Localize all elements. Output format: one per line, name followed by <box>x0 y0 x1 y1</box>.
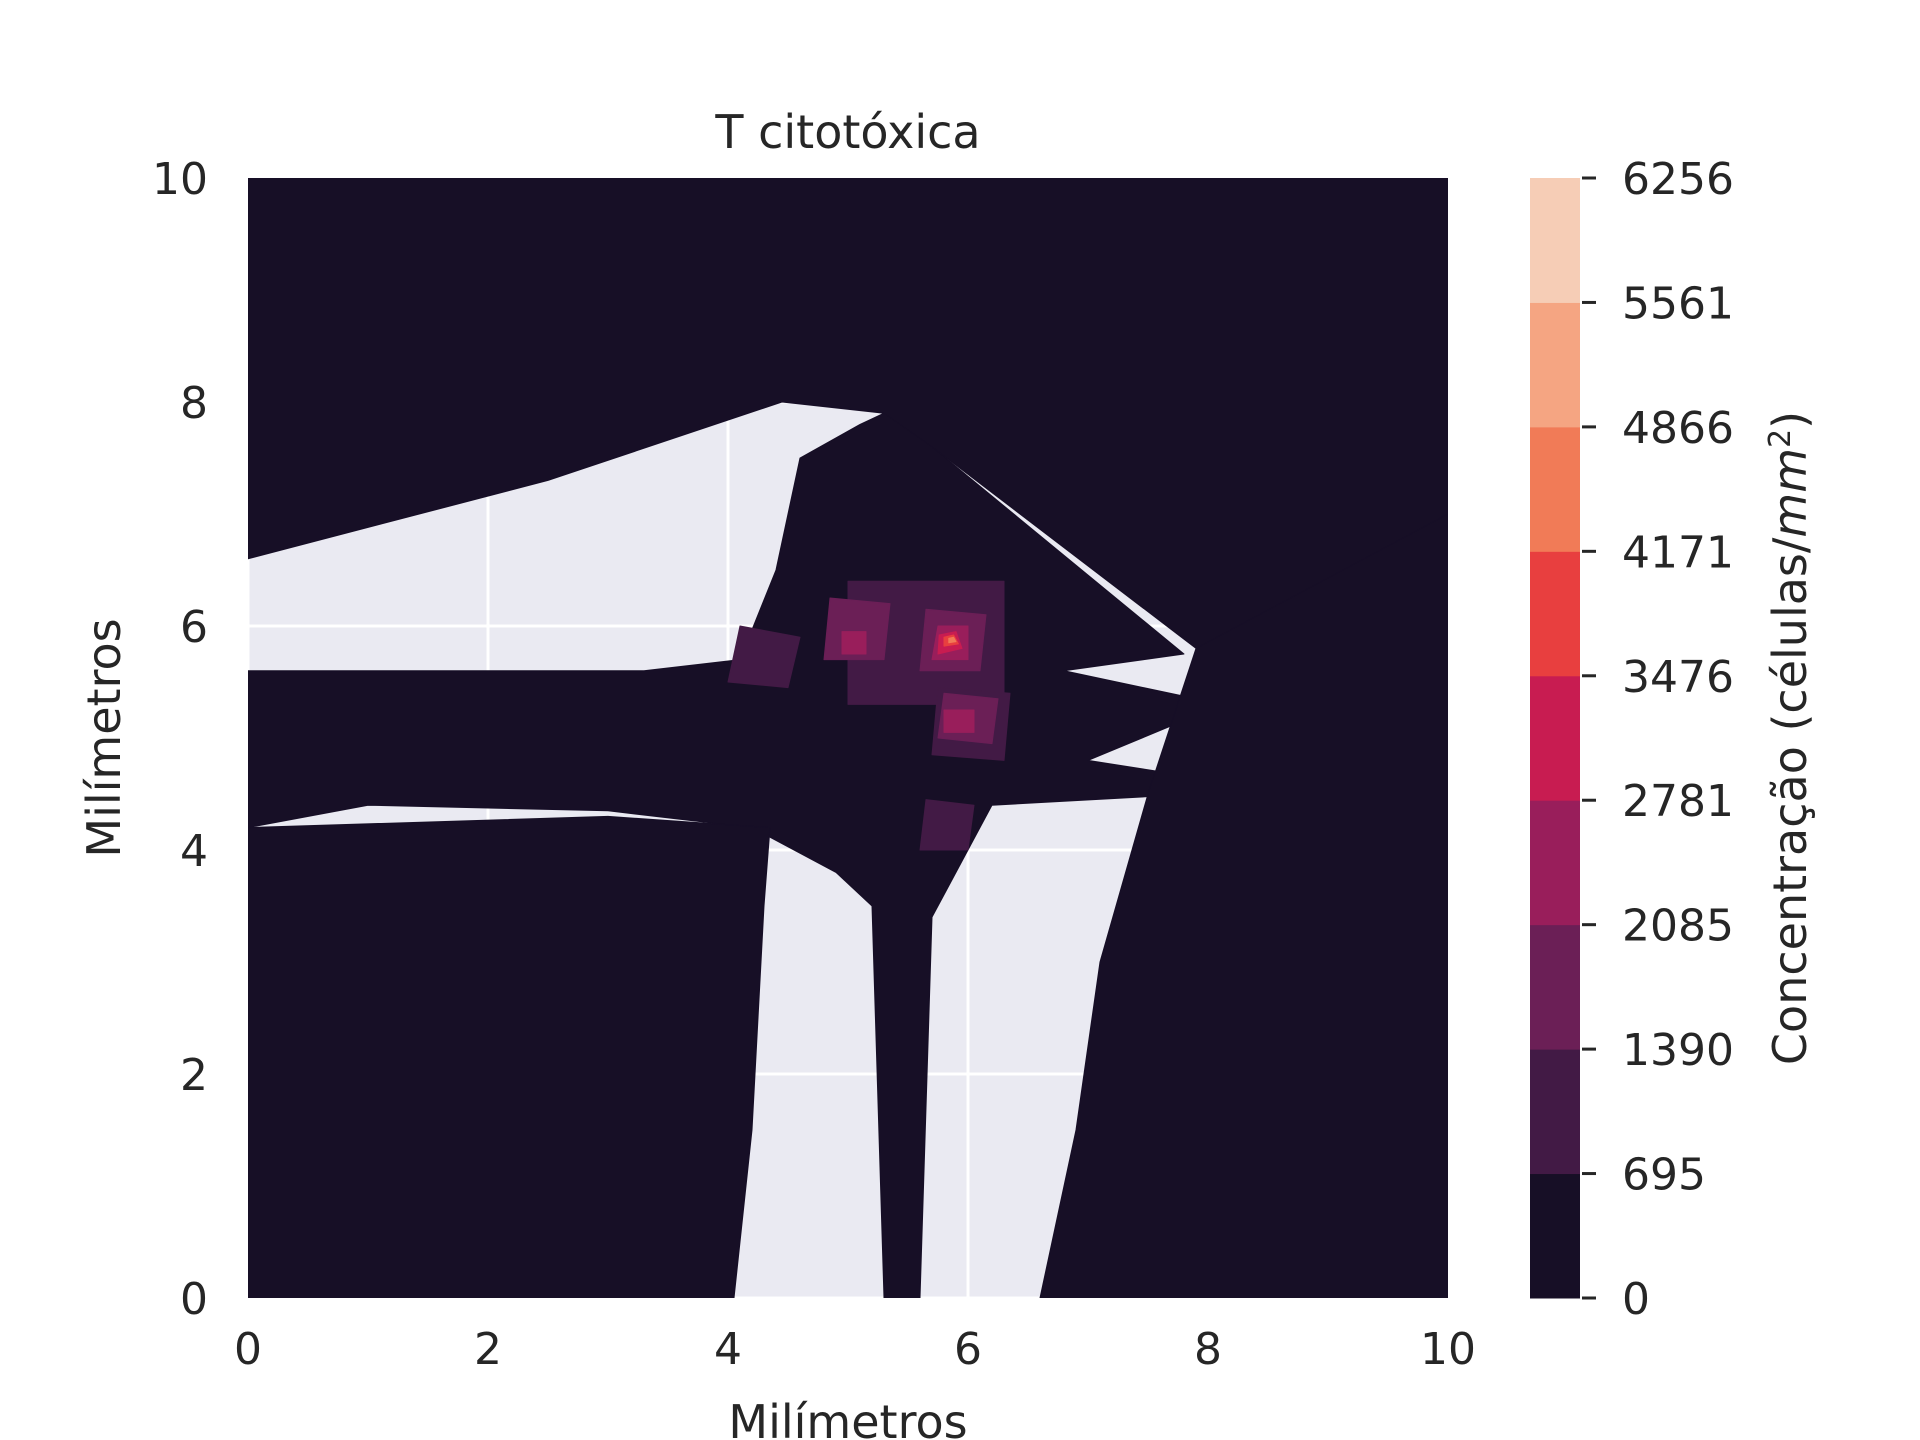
contour-region <box>841 631 867 655</box>
colorbar-ticks: 0 695 1390 2085 2781 3476 4171 4866 5561 6256 <box>1582 154 1734 1325</box>
colorbar-bands <box>1530 178 1580 1299</box>
y-axis: 0 2 4 6 8 10 Milímetros <box>77 154 208 1325</box>
colorbar-tick-label: 2781 <box>1622 776 1734 827</box>
x-axis: 0 2 4 6 8 10 Milímetros <box>234 1324 1476 1440</box>
x-tick-label: 10 <box>1420 1324 1476 1375</box>
contour-region <box>727 625 801 689</box>
contour-region <box>919 799 975 851</box>
contour-region <box>948 636 957 644</box>
x-tick-label: 8 <box>1194 1324 1222 1375</box>
y-axis-label: Milímetros <box>77 618 131 857</box>
colorbar-band <box>1530 178 1580 303</box>
x-tick-label: 2 <box>474 1324 502 1375</box>
colorbar-band <box>1530 800 1580 926</box>
plot-area <box>246 176 1450 1300</box>
colorbar-label-unit: mm <box>1763 448 1817 538</box>
colorbar-tick-label: 4171 <box>1622 527 1734 578</box>
colorbar-tick-label: 695 <box>1622 1150 1706 1201</box>
x-ticks: 0 2 4 6 8 10 <box>234 1324 1476 1375</box>
colorbar-band <box>1530 426 1580 552</box>
colorbar-tick-label: 4866 <box>1622 403 1734 454</box>
chart-title: T citotóxica <box>714 105 980 159</box>
colorbar-label: Concentração (células/mm2) <box>1763 411 1817 1065</box>
colorbar: 0 695 1390 2085 2781 3476 4171 4866 5561 6256 Con… <box>1530 154 1817 1325</box>
y-tick-label: 4 <box>180 826 208 877</box>
x-axis-label: Milímetros <box>728 1395 967 1440</box>
contour-region <box>248 178 1448 649</box>
contour-region <box>248 815 771 1298</box>
colorbar-band <box>1530 302 1580 428</box>
x-tick-label: 6 <box>954 1324 982 1375</box>
x-tick-label: 4 <box>714 1324 742 1375</box>
colorbar-label-main: Concentração (células/ <box>1763 537 1817 1065</box>
colorbar-tick-label: 3476 <box>1622 652 1734 703</box>
y-tick-label: 8 <box>180 378 208 429</box>
colorbar-label-close: ) <box>1763 411 1817 429</box>
colorbar-tick-label: 0 <box>1622 1274 1650 1325</box>
colorbar-band <box>1530 1049 1580 1175</box>
colorbar-label-exp: 2 <box>1763 429 1798 448</box>
contour-region <box>823 597 891 661</box>
contour-region <box>943 709 975 733</box>
colorbar-band <box>1530 924 1580 1050</box>
y-tick-label: 0 <box>180 1274 208 1325</box>
x-tick-label: 0 <box>234 1324 262 1375</box>
y-tick-label: 2 <box>180 1050 208 1101</box>
y-tick-label: 6 <box>180 602 208 653</box>
y-ticks: 0 2 4 6 8 10 <box>152 154 208 1325</box>
colorbar-tick-label: 5561 <box>1622 278 1734 329</box>
colorbar-tick-label: 1390 <box>1622 1025 1734 1076</box>
y-tick-label: 10 <box>152 154 208 205</box>
contour-regions <box>248 178 1448 1298</box>
colorbar-tick-label: 2085 <box>1622 901 1734 952</box>
colorbar-band <box>1530 551 1580 677</box>
colorbar-band <box>1530 1173 1580 1299</box>
colorbar-band <box>1530 675 1580 801</box>
colorbar-tick-label: 6256 <box>1622 154 1734 205</box>
